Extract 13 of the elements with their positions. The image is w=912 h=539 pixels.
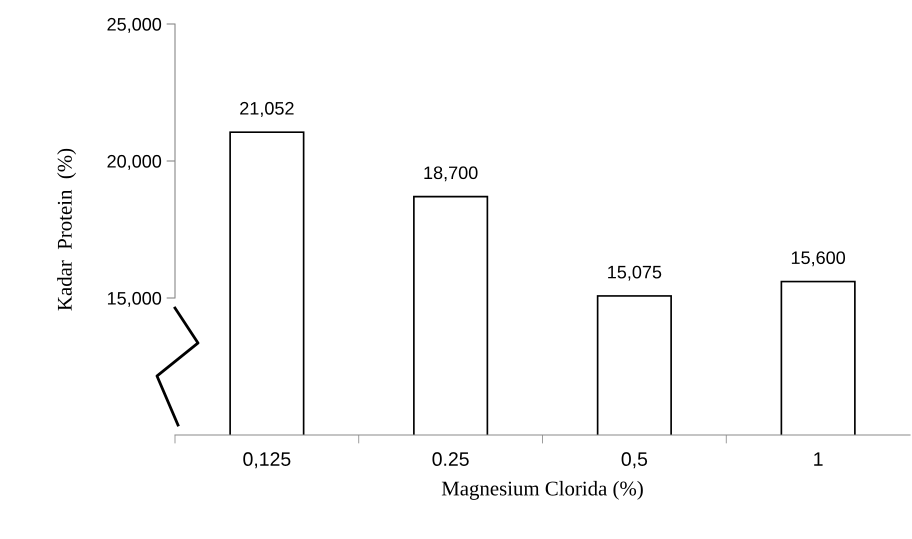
- y-axis-title: Kadar Protein (%): [57, 148, 76, 310]
- y-tick-label: 20,000: [107, 154, 162, 170]
- y-tick-label: 25,000: [107, 18, 162, 33]
- x-tick-label: 1: [814, 452, 823, 466]
- x-axis-title: Magnesium Clorida (%): [442, 480, 643, 500]
- x-tick-label: 0.25: [432, 452, 469, 466]
- y-tick-label: 15,000: [108, 292, 162, 307]
- data-label: 21,052: [240, 102, 294, 117]
- x-tick-label: 0,125: [243, 452, 290, 468]
- data-label: 15,075: [608, 266, 662, 281]
- data-label: 15,600: [792, 251, 846, 266]
- x-tick-label: 0,5: [622, 452, 648, 468]
- data-label: 18,700: [424, 166, 478, 182]
